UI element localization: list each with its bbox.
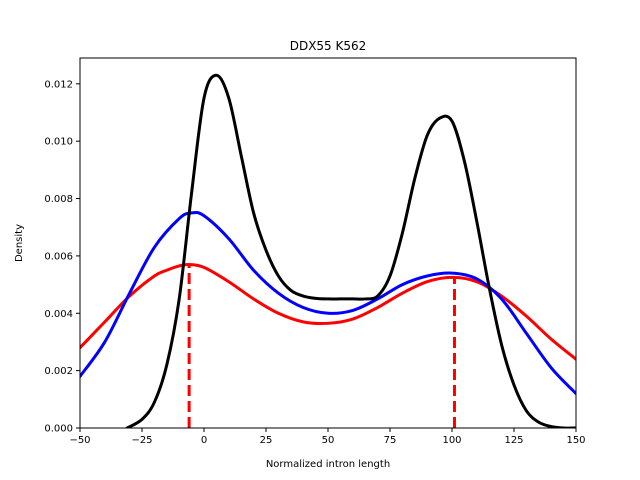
y-tick-label: 0.000 — [44, 424, 73, 435]
vertical-markers — [187, 264, 456, 428]
y-tick-label: 0.002 — [44, 366, 73, 377]
y-tick-label: 0.012 — [44, 79, 73, 90]
x-axis-label: Normalized intron length — [266, 459, 390, 470]
x-tick-label: −25 — [131, 435, 152, 446]
chart-title: DDX55 K562 — [290, 39, 367, 53]
y-axis: 0.000 0.002 0.004 0.006 0.008 0.010 0.012 — [44, 79, 80, 435]
y-tick-label: 0.010 — [44, 137, 73, 148]
x-tick-label: 0 — [201, 435, 207, 446]
y-tick-label: 0.006 — [44, 251, 73, 262]
y-tick-label: 0.008 — [44, 194, 73, 205]
x-tick-label: 125 — [504, 435, 523, 446]
y-axis-label: Density — [14, 224, 25, 262]
plot-lines — [80, 73, 576, 428]
x-tick-label: 25 — [260, 435, 273, 446]
x-tick-label: 100 — [442, 435, 461, 446]
series-line-2 — [125, 73, 576, 428]
x-tick-label: −50 — [69, 435, 90, 446]
x-tick-label: 150 — [566, 435, 585, 446]
x-tick-label: 75 — [384, 435, 397, 446]
x-tick-label: 50 — [322, 435, 335, 446]
x-axis: −50 −25 0 25 50 75 100 125 150 — [69, 428, 586, 446]
y-tick-label: 0.004 — [44, 309, 73, 320]
